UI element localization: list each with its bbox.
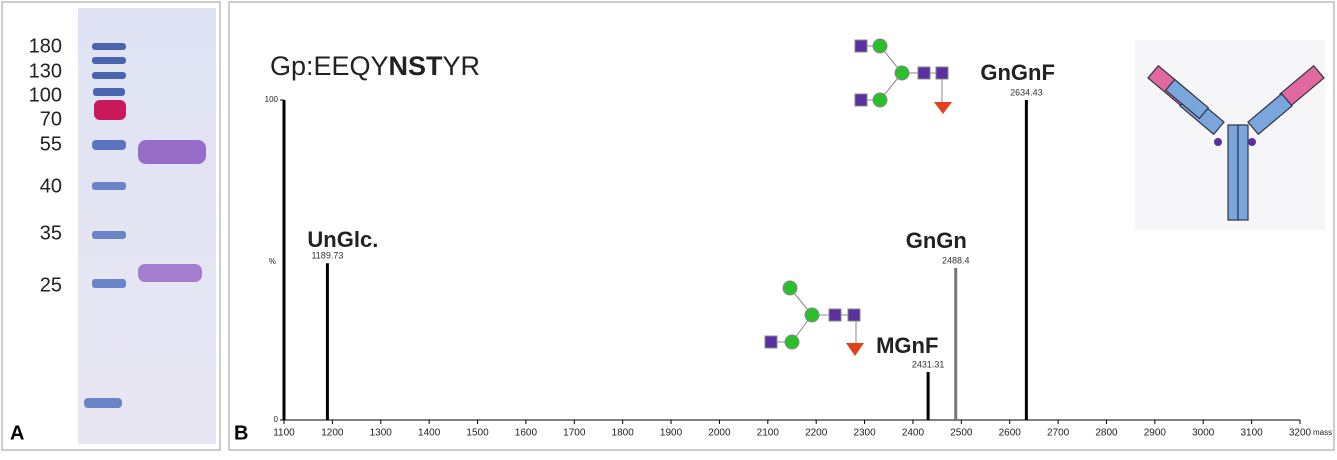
x-tick-label: 1500 bbox=[466, 428, 489, 439]
x-tick-label: 2400 bbox=[902, 428, 925, 439]
x-tick-label: 3100 bbox=[1240, 428, 1263, 439]
peak-name: GnGn bbox=[906, 228, 967, 253]
x-axis-label: mass bbox=[1313, 428, 1332, 437]
x-tick-label: 2900 bbox=[1144, 428, 1167, 439]
y-tick-label: 100 bbox=[265, 95, 279, 104]
y-tick-label: 0 bbox=[274, 415, 279, 424]
peak-mass-label: 2488.4 bbox=[942, 255, 970, 265]
marker-label: 180 bbox=[29, 35, 62, 57]
panel-label: B bbox=[234, 422, 248, 444]
x-tick-label: 1600 bbox=[515, 428, 538, 439]
peak-mass-label: 2431.31 bbox=[912, 359, 945, 369]
x-tick-label: 1400 bbox=[418, 428, 441, 439]
x-tick-label: 3200 bbox=[1289, 428, 1312, 439]
y-axis-label: % bbox=[269, 257, 276, 266]
x-tick-label: 2100 bbox=[757, 428, 780, 439]
marker-label: 55 bbox=[40, 133, 62, 155]
x-tick-label: 1800 bbox=[612, 428, 635, 439]
x-tick-label: 2000 bbox=[708, 428, 731, 439]
x-tick-label: 2700 bbox=[1047, 428, 1070, 439]
marker-label: 40 bbox=[40, 175, 62, 197]
x-tick-label: 1900 bbox=[660, 428, 683, 439]
peak-name: UnGlc. bbox=[307, 227, 378, 252]
peak-name: GnGnF bbox=[980, 60, 1055, 85]
title-part: NST bbox=[389, 51, 444, 81]
x-tick-label: 2600 bbox=[999, 428, 1022, 439]
chart-title: Gp:EEQYNSTYR bbox=[270, 51, 480, 81]
peak-mass-label: 1189.73 bbox=[311, 251, 343, 261]
x-tick-label: 1700 bbox=[563, 428, 586, 439]
glycan-icon bbox=[765, 281, 864, 356]
title-part: YR bbox=[443, 51, 481, 81]
marker-label: 70 bbox=[40, 108, 62, 130]
x-tick-label: 2500 bbox=[950, 428, 973, 439]
figure: 1801301007055403525 A B Gp:EEQYNSTYR bbox=[0, 0, 1337, 455]
x-tick-label: 3000 bbox=[1192, 428, 1215, 439]
marker-label: 25 bbox=[40, 274, 62, 296]
x-tick-label: 1300 bbox=[370, 428, 393, 439]
marker-label: 100 bbox=[29, 84, 62, 106]
page: {"panel_a": {"label": "A", "markers": [1… bbox=[0, 0, 1337, 455]
glycan-icon bbox=[855, 39, 952, 114]
peak-name: MGnF bbox=[876, 333, 938, 358]
antibody-icon bbox=[1135, 40, 1325, 230]
x-tick-label: 2300 bbox=[853, 428, 876, 439]
x-tick-label: 2200 bbox=[805, 428, 828, 439]
marker-label: 35 bbox=[40, 222, 62, 244]
peak-mass-label: 2634.43 bbox=[1010, 87, 1043, 97]
light-chain-band bbox=[138, 264, 202, 282]
panel-label: A bbox=[10, 422, 24, 444]
heavy-chain-band bbox=[138, 140, 206, 164]
x-tick-label: 1200 bbox=[321, 428, 344, 439]
x-tick-label: 2800 bbox=[1095, 428, 1118, 439]
x-tick-label: 1100 bbox=[273, 428, 295, 439]
marker-label: 130 bbox=[29, 60, 62, 82]
title-part: Gp:EEQY bbox=[270, 51, 389, 81]
